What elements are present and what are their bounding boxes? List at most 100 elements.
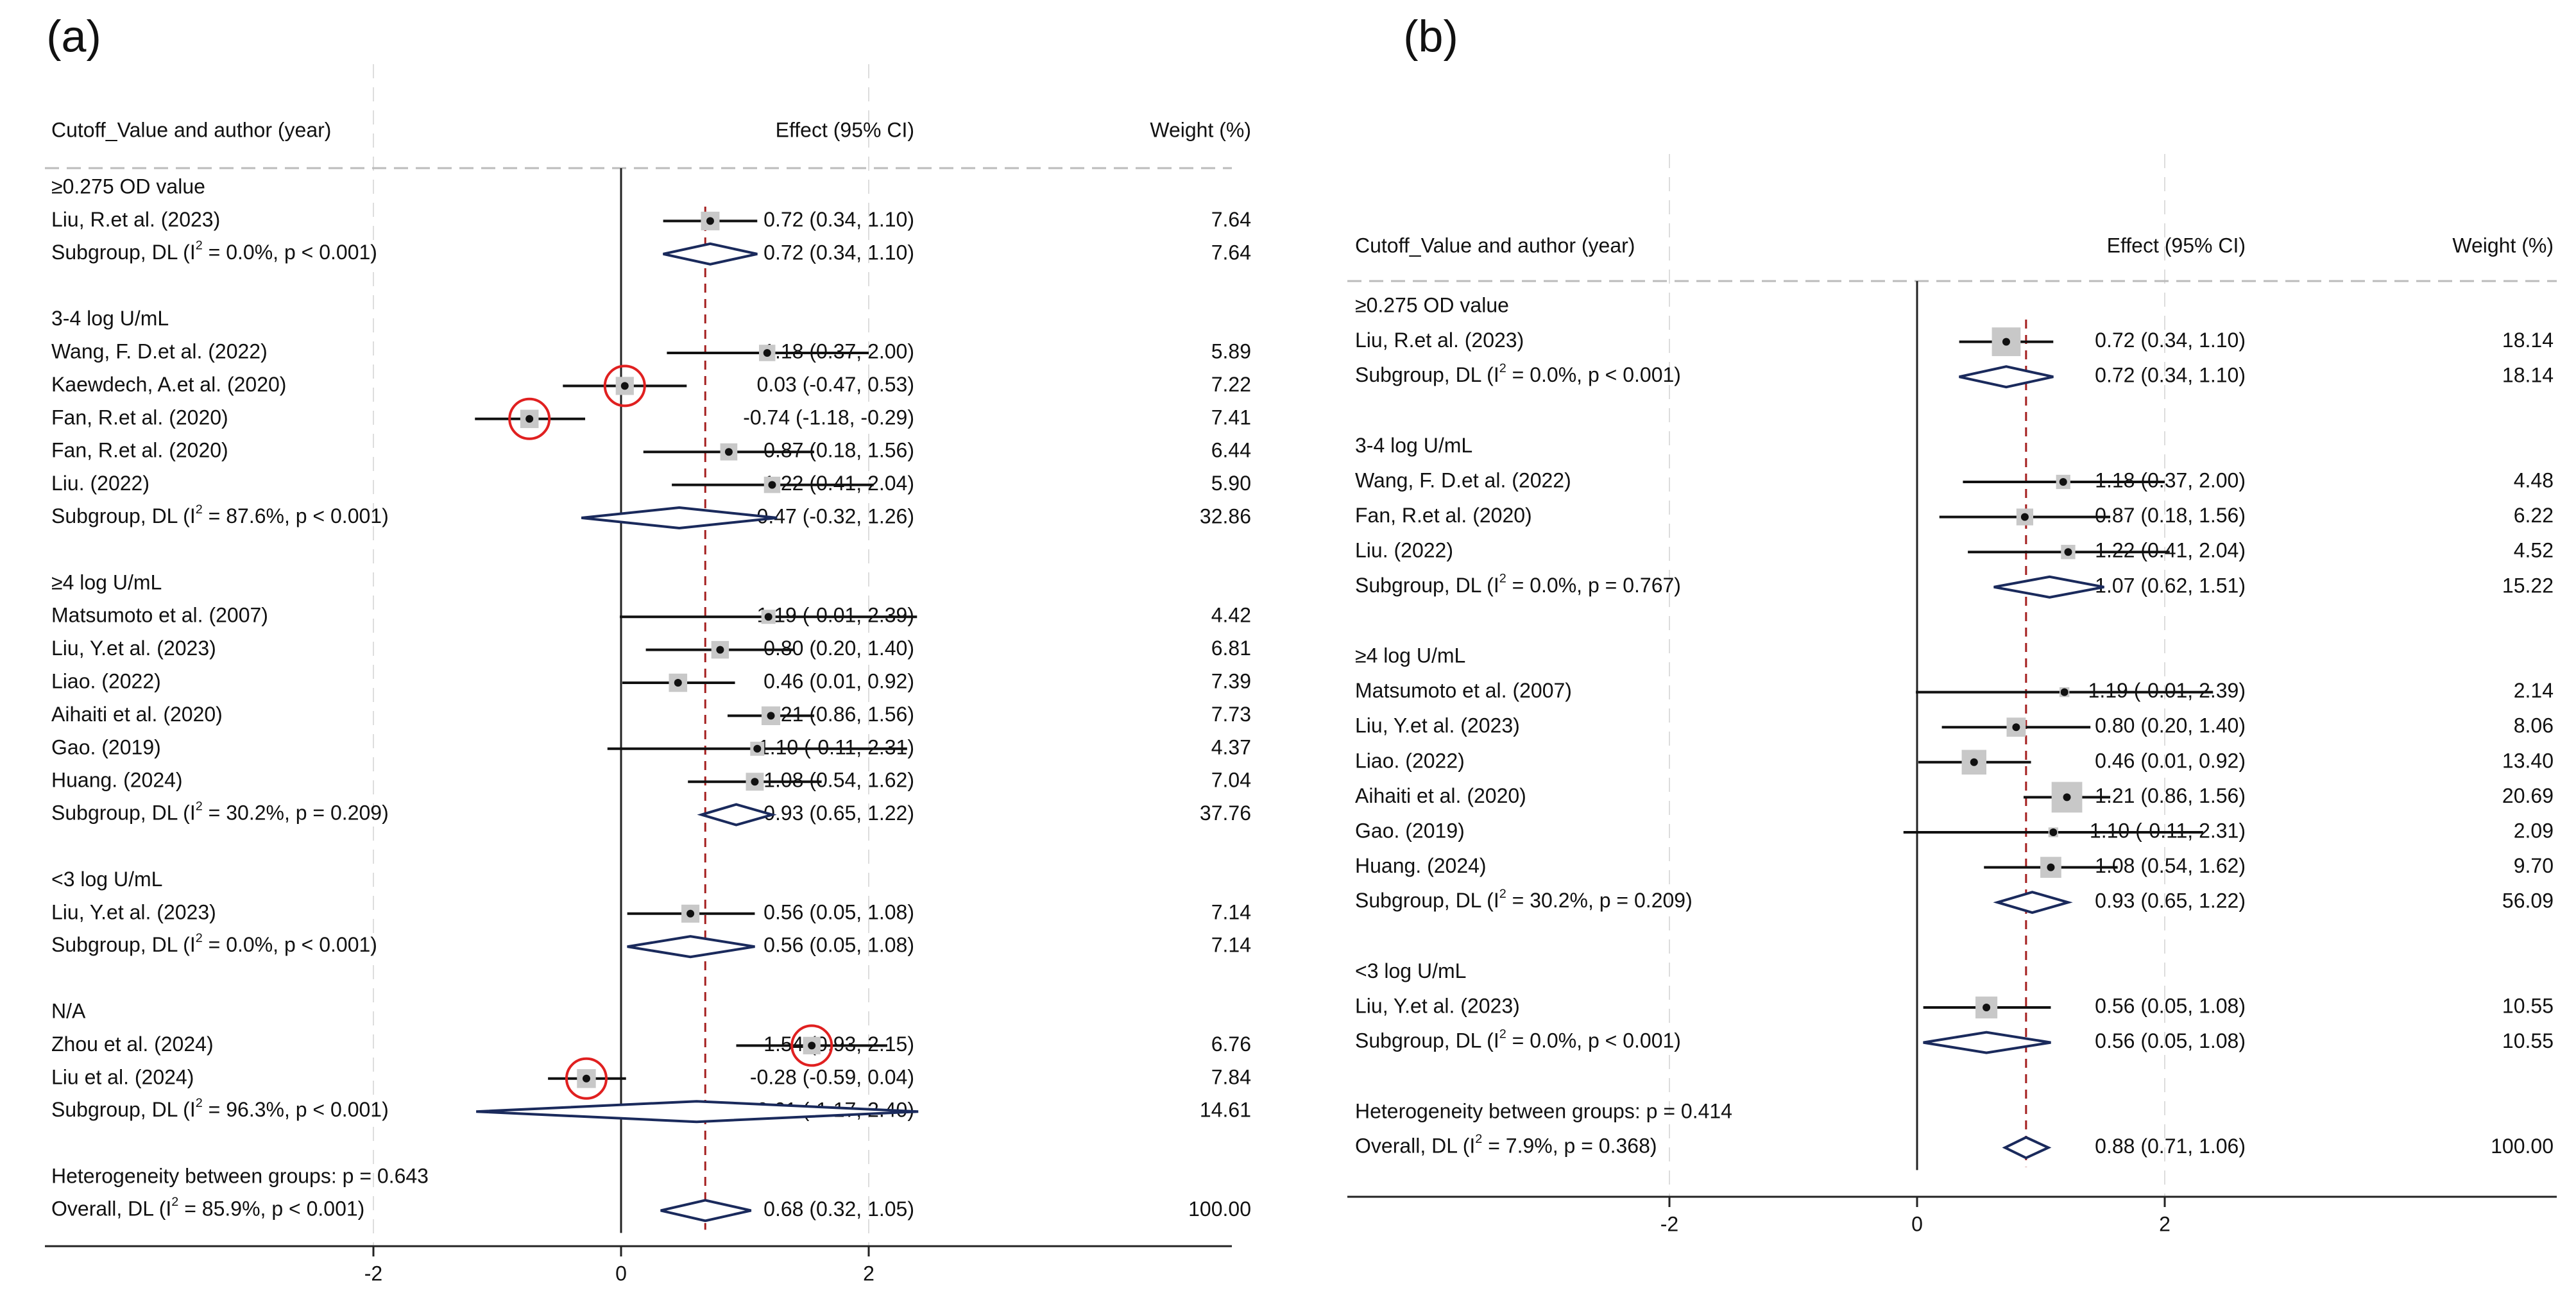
study-label: Liu. (2022)	[51, 472, 149, 495]
i-squared-superscript: 2	[196, 1096, 203, 1110]
label-prefix: Subgroup, DL (I	[51, 934, 196, 957]
weight-value: 6.22	[2514, 504, 2554, 527]
weight-value: 20.69	[2502, 784, 2554, 807]
point-estimate	[724, 448, 733, 456]
point-estimate	[2012, 723, 2020, 732]
x-axis-tick-label: -2	[1660, 1212, 1678, 1235]
subgroup-label: Subgroup, DL (I2 = 30.2%, p = 0.209)	[1355, 887, 1693, 912]
subgroup-diamond	[1993, 891, 2073, 914]
point-estimate	[1983, 1004, 1991, 1011]
weight-value: 7.64	[1211, 241, 1251, 264]
effect-ci-value: 1.22 (0.41, 2.04)	[763, 472, 914, 495]
effect-ci-value: 0.87 (0.18, 1.56)	[763, 439, 914, 462]
weight-value: 7.14	[1211, 934, 1251, 957]
study-label: Liu et al. (2024)	[51, 1065, 194, 1088]
subgroup-label: Subgroup, DL (I2 = 0.0%, p = 0.767)	[1355, 572, 1681, 597]
subgroup-diamond	[1993, 575, 2104, 599]
effect-ci-value: 0.47 (-0.32, 1.26)	[757, 504, 914, 527]
label-suffix: = 96.3%, p < 0.001)	[203, 1099, 389, 1122]
effect-ci-value: 0.72 (0.34, 1.10)	[2095, 364, 2246, 387]
study-label: Liao. (2022)	[1355, 749, 1465, 772]
subgroup-diamond	[476, 1100, 919, 1124]
subgroup-diamond	[627, 935, 755, 959]
weight-value: 13.40	[2502, 749, 2554, 772]
study-label: Fan, R.et al. (2020)	[51, 406, 228, 429]
label-suffix: = 0.0%, p < 0.001)	[203, 241, 377, 264]
subgroup-label: Subgroup, DL (I2 = 30.2%, p = 0.209)	[51, 800, 389, 825]
header-weight: Weight (%)	[1150, 118, 1251, 141]
study-label: Aihaiti et al. (2020)	[51, 703, 223, 726]
effect-ci-value: 0.80 (0.20, 1.40)	[763, 637, 914, 660]
study-label: Liu, R.et al. (2023)	[1355, 329, 1524, 352]
effect-ci-value: 1.54 (0.93, 2.15)	[763, 1033, 914, 1056]
study-label: Fan, R.et al. (2020)	[51, 439, 228, 462]
weight-value: 32.86	[1200, 504, 1251, 527]
point-estimate	[674, 679, 682, 687]
effect-ci-value: 0.56 (0.05, 1.08)	[763, 934, 914, 957]
subgroup-diamond	[581, 506, 778, 530]
point-estimate	[620, 382, 629, 390]
weight-value: 10.55	[2502, 1029, 2554, 1052]
point-estimate	[582, 1074, 590, 1083]
point-estimate	[751, 778, 759, 786]
weight-value: 6.76	[1211, 1033, 1251, 1056]
weight-value: 100.00	[2491, 1135, 2554, 1158]
study-label: Wang, F. D.et al. (2022)	[51, 339, 268, 363]
label-suffix: = 0.0%, p < 0.001)	[1506, 364, 1681, 387]
subgroup-heading: <3 log U/mL	[51, 868, 162, 891]
subgroup-heading: N/A	[51, 999, 86, 1022]
effect-ci-value: 1.21 (0.86, 1.56)	[2095, 784, 2246, 807]
label-prefix: Subgroup, DL (I	[1355, 889, 1499, 913]
i-squared-superscript: 2	[196, 239, 203, 253]
label-prefix: Subgroup, DL (I	[1355, 1029, 1499, 1052]
outlier-highlight-circle	[790, 1024, 833, 1067]
study-label: Gao. (2019)	[1355, 819, 1465, 842]
point-estimate	[753, 744, 762, 753]
point-estimate	[763, 349, 771, 357]
label-suffix: = 7.9%, p = 0.368)	[1482, 1135, 1657, 1158]
effect-ci-value: 0.87 (0.18, 1.56)	[2095, 504, 2246, 527]
study-label: Kaewdech, A.et al. (2020)	[51, 373, 286, 396]
effect-ci-value: 0.56 (0.05, 1.08)	[2095, 994, 2246, 1017]
effect-ci-value: 0.93 (0.65, 1.22)	[2095, 889, 2246, 913]
subgroup-heading: 3-4 log U/mL	[1355, 434, 1472, 457]
effect-ci-value: 1.18 (0.37, 2.00)	[2095, 468, 2246, 492]
study-label: Liu, Y.et al. (2023)	[51, 637, 216, 660]
point-estimate	[2060, 688, 2068, 696]
weight-value: 2.09	[2514, 819, 2554, 842]
label-prefix: Subgroup, DL (I	[1355, 574, 1499, 597]
point-estimate	[687, 909, 695, 918]
panel-label: (a)	[46, 11, 101, 61]
weight-value: 7.73	[1211, 703, 1251, 726]
i-squared-superscript: 2	[1499, 1027, 1506, 1041]
label-prefix: Overall, DL (I	[1355, 1135, 1475, 1158]
weight-value: 4.37	[1211, 735, 1251, 758]
effect-ci-value: -0.28 (-0.59, 0.04)	[750, 1065, 914, 1088]
x-axis-tick-label: 2	[2159, 1212, 2171, 1235]
point-estimate	[767, 712, 775, 720]
forest-panel-b: (b) Cutoff_Value and author (year) Effect …	[1347, 11, 2557, 1235]
effect-ci-value: 1.08 (0.54, 1.62)	[2095, 854, 2246, 877]
subgroup-heading: ≥4 log U/mL	[51, 570, 162, 594]
effect-ci-value: 0.72 (0.34, 1.10)	[2095, 329, 2246, 352]
label-prefix: Overall, DL (I	[51, 1197, 171, 1221]
point-estimate	[768, 481, 776, 489]
effect-ci-value: 1.19 (-0.01, 2.39)	[2088, 679, 2246, 702]
effect-ci-value: 0.03 (-0.47, 0.53)	[757, 373, 914, 396]
point-estimate	[2047, 863, 2055, 871]
weight-value: 7.22	[1211, 373, 1251, 396]
study-label: Liu, Y.et al. (2023)	[1355, 994, 1520, 1017]
subgroup-heading: ≥0.275 OD value	[51, 175, 205, 198]
i-squared-superscript: 2	[171, 1195, 178, 1209]
heterogeneity-note: Heterogeneity between groups: p = 0.414	[1355, 1099, 1732, 1122]
study-label: Huang. (2024)	[51, 769, 183, 792]
effect-ci-value: 1.22 (0.41, 2.04)	[2095, 539, 2246, 562]
weight-value: 14.61	[1200, 1099, 1251, 1122]
weight-value: 100.00	[1188, 1197, 1251, 1221]
heterogeneity-note: Heterogeneity between groups: p = 0.643	[51, 1164, 429, 1187]
weight-value: 5.89	[1211, 339, 1251, 363]
study-label: Liu, Y.et al. (2023)	[51, 900, 216, 923]
weight-value: 7.64	[1211, 208, 1251, 231]
weight-value: 9.70	[2514, 854, 2554, 877]
effect-ci-value: 1.10 (-0.11, 2.31)	[2090, 819, 2246, 842]
